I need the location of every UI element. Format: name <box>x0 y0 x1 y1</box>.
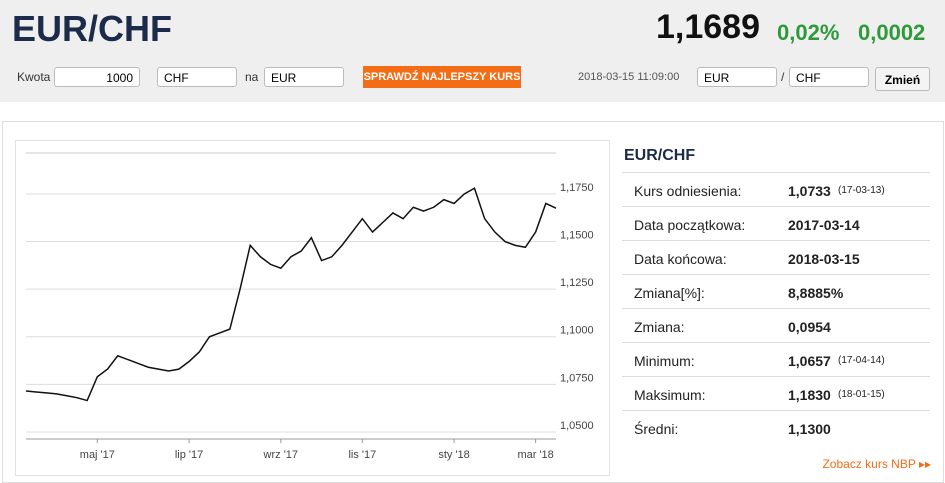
stats-panel: EUR/CHF <box>622 140 930 172</box>
price-line <box>25 187 557 402</box>
x-tick-label: mar '18 <box>517 449 553 461</box>
change: 0,0002 <box>858 20 926 45</box>
stat-label: Minimum: <box>634 353 695 369</box>
stat-value: 1,0733 <box>788 183 831 199</box>
stat-value: 2017-03-14 <box>788 217 860 233</box>
y-tick-label: 1,1750 <box>560 182 594 194</box>
from-select[interactable]: CHF <box>157 67 237 87</box>
stats-row: Kurs odniesienia: 1,0733 (17-03-13) <box>622 172 930 207</box>
stat-value: 8,8885% <box>788 285 844 301</box>
best-rate-button[interactable]: SPRAWDŹ NAJLEPSZY KURS <box>363 66 521 88</box>
content-panel <box>2 121 944 483</box>
price: 1,1689 <box>656 8 760 46</box>
y-tick-label: 1,1000 <box>560 325 594 337</box>
stats-row: Data początkowa: 2017-03-14 <box>622 206 930 241</box>
change-pct: 0,02% <box>777 20 840 45</box>
stats-row: Data końcowa: 2018-03-15 <box>622 240 930 275</box>
timestamp: 2018-03-15 11:09:00 <box>578 71 680 83</box>
stat-label: Data początkowa: <box>634 217 746 233</box>
stats-row: Zmiana: 0,0954 <box>622 308 930 343</box>
x-tick-label: lip '17 <box>175 449 203 461</box>
stat-value: 1,1300 <box>788 421 831 437</box>
chart: 1,0500 1,0750 1,1000 1,1250 1,1500 1,1750 maj … <box>25 152 594 461</box>
stat-date: (17-04-14) <box>838 355 885 366</box>
y-tick-label: 1,0750 <box>560 372 594 384</box>
stat-date: (17-03-13) <box>838 185 885 196</box>
to-label: na <box>245 70 259 84</box>
switch-button[interactable]: Zmień <box>875 67 930 91</box>
y-tick-label: 1,0500 <box>560 420 594 432</box>
x-tick-label: maj '17 <box>80 449 115 461</box>
stat-label: Średni: <box>634 421 679 437</box>
stat-label: Zmiana: <box>634 319 685 335</box>
x-tick-label: lis '17 <box>348 449 376 461</box>
x-tick-label: wrz '17 <box>263 449 299 461</box>
stat-value: 1,0657 <box>788 353 831 369</box>
pair-from-select[interactable]: EUR <box>697 67 777 87</box>
nbp-link[interactable]: Zobacz kurs NBP ▸▸ <box>822 457 931 471</box>
y-tick-label: 1,1500 <box>560 229 594 241</box>
stat-label: Data końcowa: <box>634 251 727 267</box>
y-tick-label: 1,1250 <box>560 277 594 289</box>
stats-row: Średni: 1,1300 <box>622 410 930 445</box>
stats-row: Minimum: 1,0657 (17-04-14) <box>622 342 930 377</box>
stat-label: Kurs odniesienia: <box>634 183 742 199</box>
amount-label: Kwota <box>17 70 51 84</box>
stat-label: Maksimum: <box>634 387 706 403</box>
x-tick-label: sty '18 <box>438 449 469 461</box>
stats-row: Zmiana[%]: 8,8885% <box>622 274 930 309</box>
separator: / <box>781 70 785 84</box>
stats-title: EUR/CHF <box>624 147 696 164</box>
stat-date: (18-01-15) <box>838 389 885 400</box>
to-select[interactable]: EUR <box>264 67 344 87</box>
pair-title: EUR/CHF <box>12 8 172 49</box>
stat-value: 1,1830 <box>788 387 831 403</box>
stat-value: 2018-03-15 <box>788 251 860 267</box>
stat-label: Zmiana[%]: <box>634 285 705 301</box>
chart-frame: 1,0500 1,0750 1,1000 1,1250 1,1500 1,1750 maj … <box>15 140 610 476</box>
stat-value: 0,0954 <box>788 319 831 335</box>
pair-to-select[interactable]: CHF <box>789 67 869 87</box>
stats-row: Maksimum: 1,1830 (18-01-15) <box>622 376 930 411</box>
amount-input[interactable]: 1000 <box>54 67 140 87</box>
